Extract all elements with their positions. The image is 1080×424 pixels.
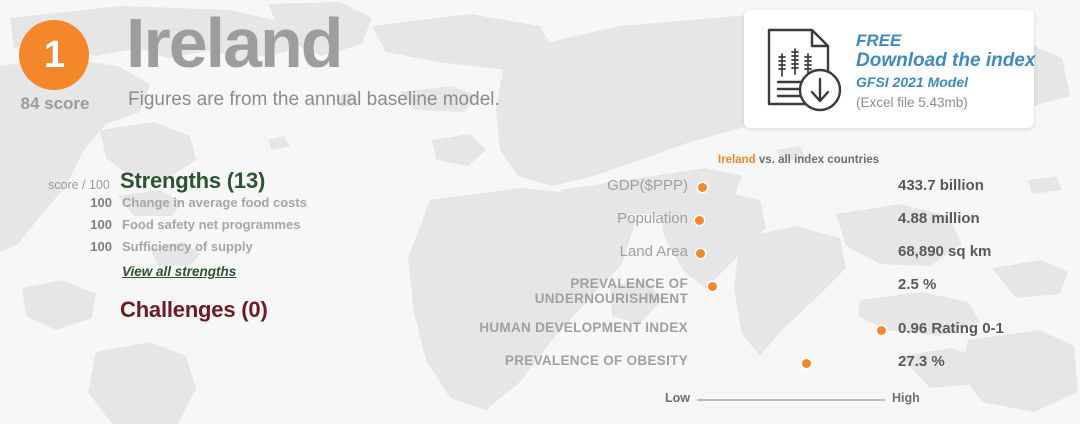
indicator-value: 68,890 sq km <box>898 243 992 260</box>
page-title: Ireland <box>126 4 344 82</box>
indicator-dot[interactable] <box>707 282 717 291</box>
scale-high-label: High <box>892 391 920 405</box>
indicator-dot[interactable] <box>801 359 811 368</box>
legend-country-label: Ireland <box>718 154 756 166</box>
score-per-100-label: score / 100 <box>48 178 110 192</box>
download-free-label: FREE <box>856 31 902 50</box>
table-row: Land Area 68,890 sq km <box>440 242 1080 275</box>
indicator-value: 4.88 million <box>898 210 980 227</box>
table-row: PREVALENCE OF UNDERNOURISHMENT 2.5 % <box>440 275 1080 319</box>
rank-badge: 1 <box>19 20 89 90</box>
low-high-scale: Low High <box>440 391 1080 407</box>
strength-score: 100 <box>90 217 112 232</box>
table-row: PREVALENCE OF OBESITY 27.3 % <box>440 352 1080 385</box>
legend: Ireland vs. all index countries <box>440 154 1080 166</box>
list-item: 100 Sufficiency of supply <box>0 239 380 261</box>
indicator-dot[interactable] <box>695 216 705 225</box>
download-filesize-label: (Excel file 5.43mb) <box>856 95 968 111</box>
strength-label: Change in average food costs <box>122 195 307 210</box>
indicator-label: PREVALENCE OF UNDERNOURISHMENT <box>534 276 688 306</box>
list-item: 100 Food safety net programmes <box>0 217 380 239</box>
download-model-label: GFSI 2021 Model <box>856 74 969 91</box>
table-row: Population 4.88 million <box>440 209 1080 242</box>
view-all-strengths-link[interactable]: View all strengths <box>122 264 237 279</box>
indicator-dot[interactable] <box>698 183 708 192</box>
indicator-value: 433.7 billion <box>898 177 984 194</box>
strength-score: 100 <box>90 195 112 210</box>
indicator-label: HUMAN DEVELOPMENT INDEX <box>479 320 688 335</box>
indicator-label: PREVALENCE OF OBESITY <box>504 353 688 368</box>
download-title[interactable]: Download the index <box>856 50 1036 72</box>
download-card-text: FREE Download the index GFSI 2021 Model … <box>856 31 1036 111</box>
scale-line <box>697 399 885 401</box>
strength-label: Sufficiency of supply <box>122 239 253 254</box>
document-download-icon <box>767 28 842 112</box>
indicator-label: Land Area <box>619 243 688 260</box>
rank-number: 1 <box>43 34 65 76</box>
download-index-card[interactable]: FREE Download the index GFSI 2021 Model … <box>744 10 1036 128</box>
indicator-dot[interactable] <box>876 326 886 335</box>
table-row: GDP($PPP) 433.7 billion <box>440 176 1080 209</box>
table-row: HUMAN DEVELOPMENT INDEX 0.96 Rating 0-1 <box>440 319 1080 352</box>
strengths-heading: Strengths (13) <box>120 168 266 193</box>
strength-score: 100 <box>90 239 112 254</box>
scale-low-label: Low <box>665 391 690 405</box>
page-subtitle: Figures are from the annual baseline mod… <box>128 89 500 110</box>
legend-comparison-label: vs. all index countries <box>755 154 880 166</box>
indicator-label: GDP($PPP) <box>607 177 688 194</box>
list-item: 100 Change in average food costs <box>0 195 380 217</box>
indicator-rows: GDP($PPP) 433.7 billion Population 4.88 … <box>440 176 1080 385</box>
challenges-heading: Challenges (0) <box>120 297 268 322</box>
strengths-list: 100 Change in average food costs 100 Foo… <box>0 195 380 261</box>
strength-label: Food safety net programmes <box>122 217 301 232</box>
score-label: 84 score <box>20 94 90 113</box>
indicator-label: Population <box>617 210 688 227</box>
indicator-dot[interactable] <box>696 249 706 258</box>
indicator-value: 2.5 % <box>898 276 937 293</box>
indicator-value: 0.96 Rating 0-1 <box>898 320 1004 337</box>
indicator-value: 27.3 % <box>898 353 945 370</box>
